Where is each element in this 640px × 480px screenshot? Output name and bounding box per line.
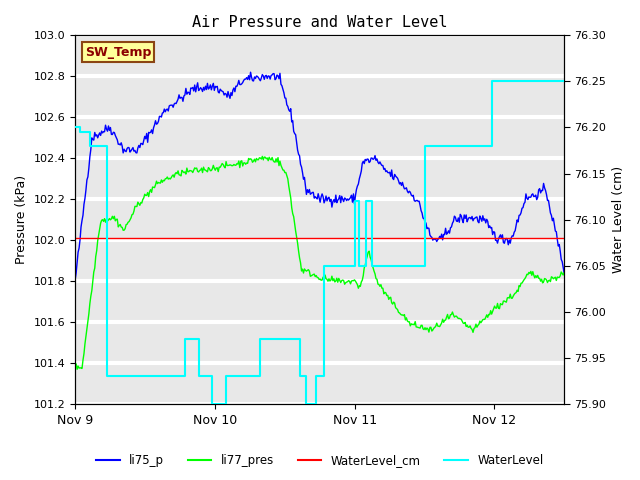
Text: SW_Temp: SW_Temp [85, 46, 151, 59]
Legend: li75_p, li77_pres, WaterLevel_cm, WaterLevel: li75_p, li77_pres, WaterLevel_cm, WaterL… [92, 449, 548, 472]
Title: Air Pressure and Water Level: Air Pressure and Water Level [192, 15, 447, 30]
Y-axis label: Water Level (cm): Water Level (cm) [612, 166, 625, 273]
Y-axis label: Pressure (kPa): Pressure (kPa) [15, 175, 28, 264]
